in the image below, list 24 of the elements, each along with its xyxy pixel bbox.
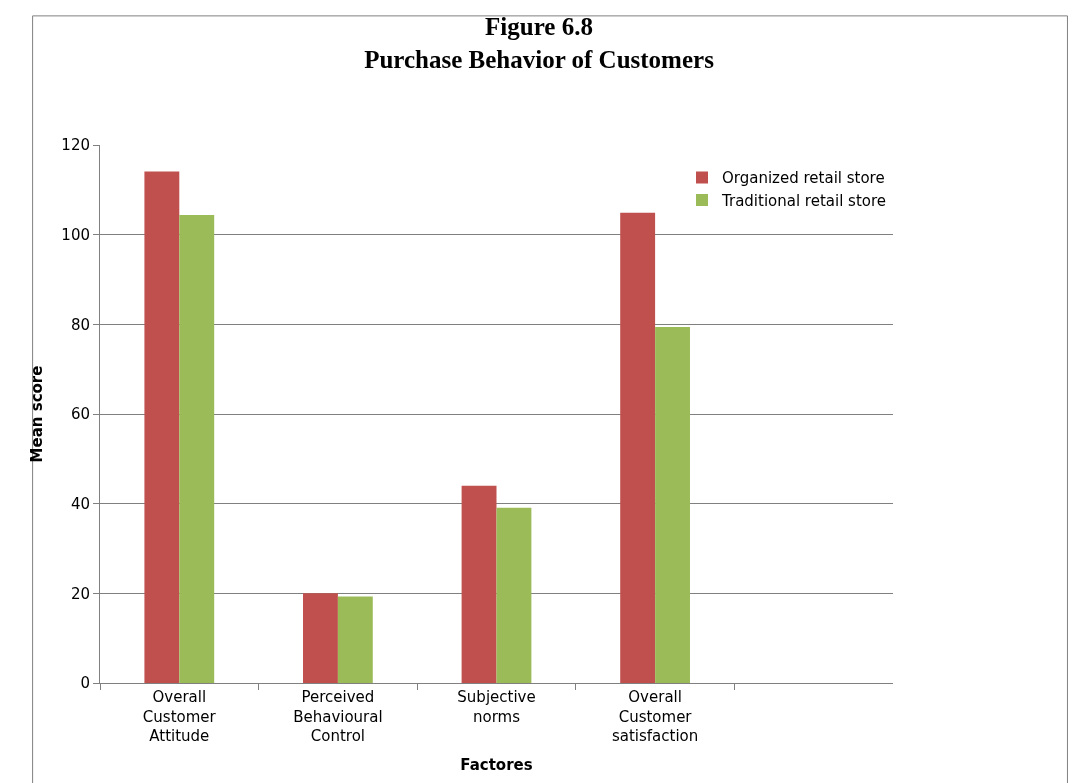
x-tick-label: Overall Customer Attitude <box>142 688 217 745</box>
chart-title: Figure 6.8 Purchase Behavior of Customers <box>364 13 715 73</box>
x-tick-label: Subjective norms <box>457 688 536 726</box>
x-axis-title: Factores <box>460 756 533 774</box>
y-tick-label: 80 <box>70 315 90 334</box>
bar <box>337 596 373 683</box>
bar <box>461 485 497 683</box>
y-tick-label: 100 <box>61 225 90 244</box>
x-tick-label: Perceived Behavioural Control <box>293 688 383 745</box>
bar <box>303 593 338 683</box>
x-tick-label: Overall Customer satisfaction <box>611 688 699 745</box>
legend-label: Organized retail store <box>722 169 885 188</box>
bar <box>620 212 656 683</box>
legend-label: Traditional retail store <box>721 191 887 210</box>
bar <box>496 507 532 683</box>
bar <box>144 171 180 683</box>
y-tick-label: 20 <box>70 584 90 603</box>
y-axis-title: Mean score <box>27 365 46 463</box>
bar <box>655 327 690 683</box>
y-tick-label: 120 <box>61 136 90 155</box>
bar <box>179 214 215 683</box>
y-tick-label: 60 <box>70 405 90 424</box>
y-tick-label: 0 <box>80 674 90 693</box>
y-tick-label: 40 <box>70 494 90 513</box>
